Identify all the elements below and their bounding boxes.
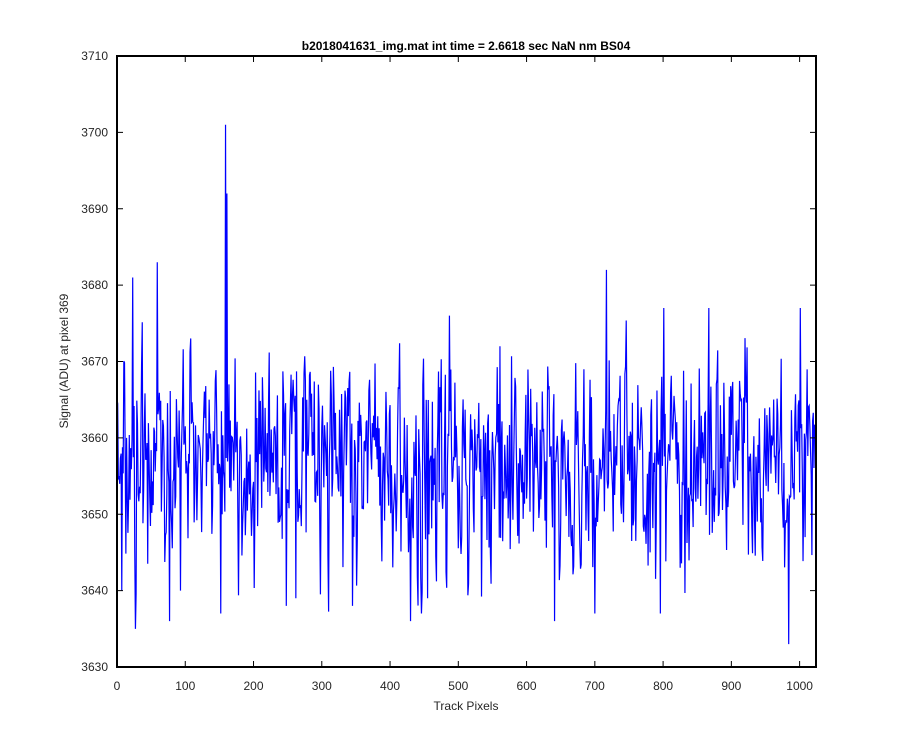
x-tick-label: 300 xyxy=(312,679,332,693)
x-tick-label: 0 xyxy=(114,679,121,693)
y-tick-label: 3640 xyxy=(81,584,108,598)
x-tick-label: 1000 xyxy=(786,679,813,693)
x-tick-label: 100 xyxy=(175,679,195,693)
chart-title: b2018041631_img.mat int time = 2.6618 se… xyxy=(302,39,631,53)
axes-box xyxy=(116,55,817,668)
x-axis-label: Track Pixels xyxy=(434,699,499,713)
x-tick-label: 600 xyxy=(517,679,537,693)
x-tick-label: 500 xyxy=(448,679,468,693)
y-tick-label: 3650 xyxy=(81,507,108,521)
x-tick-label: 700 xyxy=(585,679,605,693)
y-tick-label: 3630 xyxy=(81,660,108,674)
x-tick-label: 800 xyxy=(653,679,673,693)
x-tick-label: 200 xyxy=(244,679,264,693)
y-tick-label: 3710 xyxy=(81,49,108,63)
x-tick-label: 400 xyxy=(380,679,400,693)
y-axis-label: Signal (ADU) at pixel 369 xyxy=(57,293,71,428)
y-tick-label: 3680 xyxy=(81,278,108,292)
tick-layer: 0 100 200 300 400 500 600 700 800 900 1000 3630 3640… xyxy=(81,49,816,693)
y-tick-label: 3670 xyxy=(81,355,108,369)
y-tick-label: 3690 xyxy=(81,202,108,216)
y-tick-label: 3700 xyxy=(81,125,108,139)
signal-series-line xyxy=(116,124,816,645)
series-layer xyxy=(116,124,816,645)
x-tick-label: 900 xyxy=(721,679,741,693)
axes-background xyxy=(117,56,816,667)
y-tick-label: 3660 xyxy=(81,431,108,445)
